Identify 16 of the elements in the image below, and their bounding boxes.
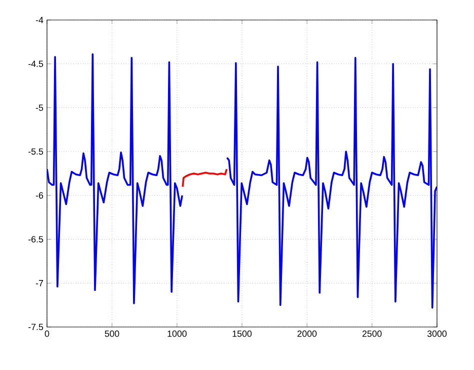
- x-tick-label: 2500: [362, 330, 382, 337]
- x-tick-label: 3000: [427, 330, 447, 337]
- y-tick-label: -4: [36, 16, 44, 24]
- y-tick-label: -5.5: [28, 148, 44, 155]
- y-tick-label: -7: [36, 280, 44, 286]
- line-series: [182, 168, 228, 188]
- y-tick-label: -6.5: [28, 236, 44, 242]
- y-tick-label: -7.5: [28, 324, 44, 330]
- y-tick-label: -5: [36, 104, 44, 111]
- y-tick-label: -6: [36, 192, 44, 199]
- x-tick-label: 0: [44, 330, 50, 337]
- x-tick-label: 1000: [168, 330, 187, 337]
- y-tick-label: -4.5: [28, 60, 44, 67]
- x-tick-label: 500: [104, 330, 120, 337]
- x-tick-label: 1500: [232, 330, 252, 337]
- x-tick-label: 2000: [297, 330, 317, 337]
